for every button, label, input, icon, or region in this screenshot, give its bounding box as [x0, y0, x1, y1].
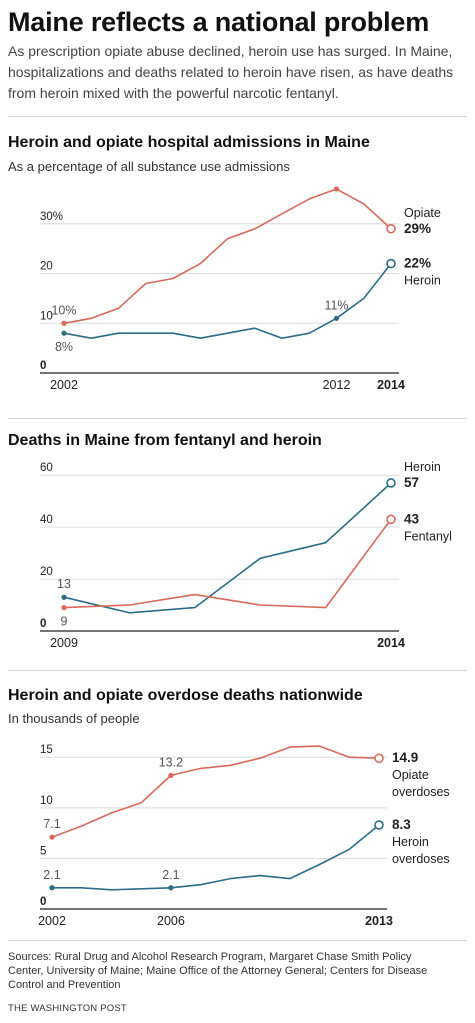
- x-tick-label: 2009: [50, 636, 78, 650]
- credit-line: THE WASHINGTON POST: [8, 1003, 127, 1014]
- data-point-marker: [168, 885, 174, 891]
- series-line-fentanyl: [63, 518, 392, 609]
- series-name-label: Opiate: [392, 768, 429, 782]
- data-label: 8%: [55, 340, 73, 354]
- page-title: Maine reflects a national problem: [8, 7, 430, 37]
- end-point-marker: [386, 258, 396, 269]
- y-tick-label: 20: [40, 566, 53, 578]
- chart-1-plot: 0 10 20 30% 2002 2012 2014 10% 37% 29%Opiate 8% 11%…: [40, 180, 441, 392]
- chart-3-plot: 0 5 10 15 2002 2006 2013 7.1 13.2 14.9 Opiate overd…: [38, 744, 450, 928]
- series-name-label: overdoses: [392, 785, 450, 799]
- series-name-label: Opiate: [404, 206, 441, 220]
- chart-1-title: Heroin and opiate hospital admissions in…: [8, 134, 370, 151]
- section-divider: [8, 940, 467, 941]
- y-tick-label: 15: [40, 744, 53, 756]
- end-point-marker: [386, 514, 396, 525]
- chart-3-subtitle: In thousands of people: [8, 711, 140, 726]
- y-tick-label: 20: [40, 261, 53, 273]
- data-label: 2.1: [43, 868, 60, 882]
- data-label: 13: [57, 577, 71, 591]
- data-point-marker: [49, 834, 55, 840]
- y-tick-label: 10: [40, 310, 53, 322]
- series-end-value: 8.3: [392, 817, 411, 832]
- end-point-marker: [386, 478, 396, 488]
- data-point-marker: [333, 315, 340, 321]
- series-line-heroin-overdoses: [52, 824, 380, 891]
- chart-1-subtitle: As a percentage of all substance use adm…: [8, 159, 290, 174]
- series-name-label: overdoses: [392, 852, 450, 866]
- data-point-marker: [61, 330, 67, 336]
- series-name-label: Heroin: [392, 835, 429, 849]
- section-divider: [8, 670, 467, 671]
- data-label: 13.2: [159, 755, 183, 769]
- x-tick-label: 2012: [323, 378, 351, 392]
- data-point-marker: [333, 186, 340, 192]
- y-tick-label: 0: [40, 896, 46, 908]
- data-label: 37%: [324, 180, 349, 183]
- y-tick-label: 0: [40, 618, 46, 630]
- x-tick-label: 2006: [157, 914, 185, 928]
- series-end-value: 14.9: [392, 750, 418, 765]
- chart-3-title: Heroin and opiate overdose deaths nation…: [8, 687, 363, 704]
- end-point-marker: [386, 223, 396, 234]
- chart-2-title: Deaths in Maine from fentanyl and heroin: [8, 432, 322, 449]
- data-label: 11%: [324, 298, 348, 312]
- series-name-label: Heroin: [404, 460, 441, 474]
- y-tick-label: 10: [40, 795, 53, 807]
- series-name-label: Fentanyl: [404, 529, 452, 543]
- y-tick-label: 5: [40, 845, 46, 857]
- data-point-marker: [61, 594, 67, 600]
- series-end-value: 22%: [404, 256, 431, 271]
- series-name-label: Heroin: [404, 274, 441, 288]
- data-label: 10%: [51, 303, 76, 317]
- page-dek: As prescription opiate abuse declined, h…: [8, 43, 454, 101]
- x-tick-label: 2002: [38, 914, 66, 928]
- x-tick-label: 2013: [365, 914, 393, 928]
- series-line-opiate-overdoses: [51, 745, 380, 838]
- data-point-marker: [61, 605, 67, 611]
- series-line-heroin: [63, 482, 392, 614]
- series-end-value: 57: [404, 475, 419, 490]
- y-tick-label: 0: [40, 360, 46, 372]
- series-end-value: 29%: [404, 221, 431, 236]
- x-tick-label: 2014: [377, 378, 405, 392]
- end-point-marker: [374, 820, 384, 830]
- y-tick-label: 40: [40, 514, 53, 526]
- y-tick-label: 30%: [40, 211, 63, 223]
- x-tick-label: 2014: [377, 636, 405, 650]
- series-end-value: 43: [404, 511, 420, 526]
- y-tick-label: 60: [40, 462, 53, 474]
- section-divider: [8, 418, 467, 419]
- data-point-marker: [49, 885, 55, 891]
- end-point-marker: [374, 753, 384, 764]
- section-divider: [8, 116, 467, 117]
- data-label: 9: [61, 615, 68, 629]
- data-label: 7.1: [43, 817, 60, 831]
- data-point-marker: [168, 772, 174, 779]
- sources-note: Sources: Rural Drug and Alcohol Research…: [8, 951, 428, 991]
- data-label: 2.1: [162, 868, 179, 882]
- x-tick-label: 2002: [50, 378, 78, 392]
- data-point-marker: [61, 320, 67, 326]
